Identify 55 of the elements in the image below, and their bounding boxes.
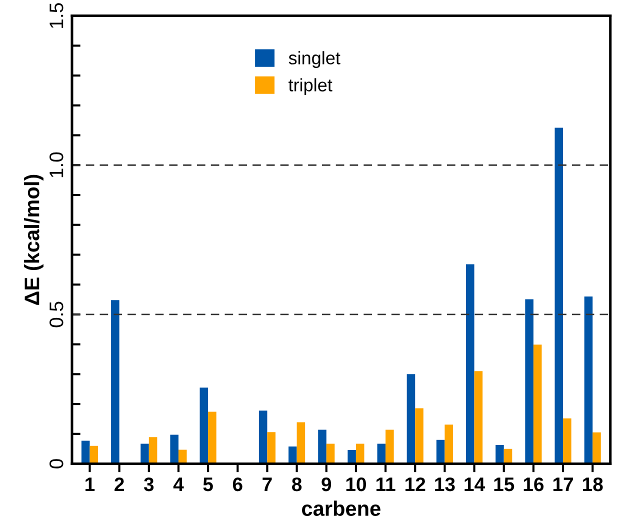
bar [406, 374, 416, 464]
x-tick-label: 2 [114, 477, 124, 492]
x-axis-title: carbene [302, 500, 380, 516]
x-tick-label: 4 [173, 478, 184, 492]
x-tick-label: 6 [232, 477, 242, 492]
x-tick-label: 17 [553, 478, 573, 492]
bar [584, 296, 593, 464]
bar [81, 440, 90, 464]
bar [592, 432, 601, 464]
bar [436, 440, 445, 464]
bar [444, 424, 453, 464]
x-tick-label: 15 [494, 478, 514, 492]
bar [208, 412, 216, 464]
bar [525, 299, 534, 464]
bar [554, 128, 564, 464]
x-tick-label: 16 [524, 477, 544, 492]
bar [348, 450, 356, 464]
bar [111, 300, 120, 464]
bar [474, 371, 483, 464]
x-tick-label: 5 [203, 478, 213, 492]
bar [296, 422, 306, 464]
bar [415, 408, 424, 464]
x-tick-label: 13 [435, 477, 455, 492]
y-axis-title: ΔE (kcal/mol) [24, 174, 44, 305]
x-tick-label: 8 [292, 477, 302, 492]
bar [200, 388, 208, 464]
bar [170, 434, 178, 464]
x-tick-label: 3 [144, 477, 154, 492]
bar [90, 446, 98, 464]
y-tick-label: 0 [50, 459, 64, 468]
x-tick-label: 9 [322, 477, 332, 492]
bar [267, 432, 276, 464]
y-tick-label: 1.0 [50, 152, 64, 178]
bar [563, 418, 572, 464]
x-tick-label: 18 [583, 477, 603, 492]
x-tick-label: 7 [262, 478, 272, 492]
bar [533, 344, 542, 464]
bar [466, 264, 474, 464]
x-tick-label: 12 [406, 477, 426, 492]
bar [258, 410, 268, 464]
y-tick-label: 0.5 [50, 302, 64, 328]
x-tick-label: 10 [346, 477, 366, 492]
bar [496, 444, 504, 464]
bar [288, 446, 297, 464]
y-tick-label: 1.5 [50, 3, 64, 28]
bar [318, 430, 326, 464]
bar [148, 437, 158, 464]
bar [178, 450, 187, 464]
x-tick-label: 1 [86, 478, 95, 492]
legend-label: singlet [288, 51, 340, 68]
legend-label: triplet [288, 78, 332, 96]
bar [386, 430, 394, 464]
x-tick-label: 11 [376, 478, 396, 492]
bar [140, 444, 149, 464]
x-tick-label: 14 [464, 478, 485, 492]
